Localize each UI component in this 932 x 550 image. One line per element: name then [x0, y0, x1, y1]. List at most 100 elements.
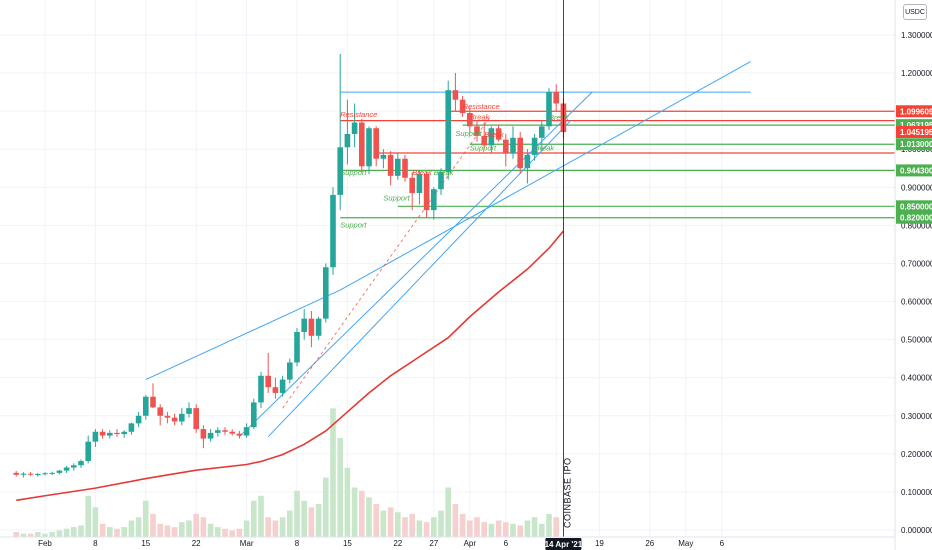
candle	[92, 429, 99, 447]
volume-bar	[35, 532, 41, 537]
price-tick-label: 0.400000	[901, 374, 932, 383]
support-annotation: Support	[455, 129, 482, 138]
candle	[330, 187, 336, 275]
quote-currency-badge[interactable]: USDC	[903, 4, 927, 20]
candle	[215, 427, 221, 437]
volume-bar	[20, 533, 27, 537]
candle-body	[546, 92, 552, 127]
candle	[488, 126, 495, 154]
price-tick-label: 1.300000	[901, 31, 932, 40]
volume-bar	[459, 513, 466, 537]
candle	[423, 172, 430, 218]
candle-body	[150, 396, 156, 408]
volume-bar	[92, 507, 99, 537]
candle	[323, 263, 329, 323]
crosshair-date-tag	[545, 538, 582, 550]
crosshair-date-label: 14 Apr '21	[545, 540, 583, 549]
candle	[13, 470, 19, 477]
candle-body	[359, 122, 365, 167]
price-axis[interactable]: 1.3000001.2000001.1000001.0000000.900000…	[894, 0, 932, 550]
candle-body	[315, 318, 322, 336]
candle-body	[251, 402, 257, 428]
candle-body	[409, 177, 415, 193]
candle-body	[243, 427, 250, 436]
volume-bar	[258, 495, 264, 537]
support-annotation: Support	[340, 168, 367, 177]
candle	[27, 472, 34, 476]
candle	[380, 149, 387, 169]
time-tick-label: 26	[645, 539, 654, 548]
candle-body	[323, 267, 329, 319]
volume-bar	[308, 507, 315, 537]
candle-body	[380, 154, 387, 159]
volume-bar	[128, 520, 135, 537]
volume-bar	[539, 523, 545, 537]
candle	[315, 316, 322, 340]
volume-bar	[402, 517, 408, 537]
volume-bar	[27, 533, 34, 537]
candle	[546, 88, 552, 131]
price-tick-label: 0.700000	[901, 259, 932, 268]
moving-average	[16, 230, 565, 502]
volume-bar	[150, 513, 156, 537]
candle-body	[503, 139, 509, 154]
support-annotation: Break	[549, 113, 570, 122]
volume-bar	[366, 497, 372, 537]
candle-body	[495, 128, 502, 140]
candle	[459, 95, 466, 117]
candle	[553, 84, 559, 112]
time-tick-label: 15	[141, 539, 150, 548]
candle-body	[510, 137, 516, 154]
candle-body	[207, 432, 214, 439]
time-tick-label: 8	[295, 539, 300, 548]
time-tick-label: 19	[595, 539, 604, 548]
volume-bar	[121, 527, 127, 537]
volume-bar	[85, 495, 91, 537]
candle	[71, 463, 77, 471]
candle-body	[258, 375, 264, 403]
candle-body	[71, 465, 77, 468]
volume-bar	[488, 523, 495, 537]
candle-body	[128, 423, 135, 432]
volume-bar	[315, 504, 322, 537]
candle	[63, 466, 70, 473]
event-marker-label: COINBASE IPO	[562, 457, 572, 528]
candle-body	[524, 154, 531, 169]
candle-body	[171, 417, 178, 422]
volume-bar	[531, 517, 538, 537]
time-tick-label: 6	[720, 539, 725, 548]
candle	[301, 309, 307, 340]
candle-body	[56, 470, 63, 473]
volume-bar	[503, 522, 509, 537]
volume-bar	[229, 530, 235, 537]
candle	[359, 118, 365, 173]
candle	[524, 149, 531, 184]
volume-bar	[179, 522, 185, 537]
candle-body	[92, 431, 99, 442]
price-tag-label: 0.850000	[900, 202, 932, 211]
candle	[20, 472, 27, 478]
candle-body	[200, 429, 207, 439]
candle	[438, 168, 444, 195]
support-annotation: Support	[340, 220, 367, 229]
volume-bar	[517, 525, 523, 537]
volume-bar	[510, 523, 516, 537]
volume-bar	[215, 527, 221, 537]
volume-bar	[157, 523, 163, 537]
candle-body	[49, 472, 55, 474]
volume-bar	[553, 517, 559, 537]
volume-bar	[99, 523, 106, 537]
volume-bar	[438, 510, 444, 537]
volume-bar	[279, 517, 286, 537]
candle	[402, 154, 408, 182]
volume-bar	[395, 512, 401, 537]
time-axis[interactable]: Feb81522Mar8152227Apr6131926May614 Apr '…	[0, 536, 895, 550]
price-tag-label: 0.820000	[900, 214, 932, 223]
volume-bar	[272, 520, 279, 537]
support-resistance-levels	[340, 110, 895, 219]
candle	[531, 133, 538, 161]
price-tick-label: 0.100000	[901, 488, 932, 497]
candle	[222, 427, 228, 435]
candle	[164, 411, 171, 424]
